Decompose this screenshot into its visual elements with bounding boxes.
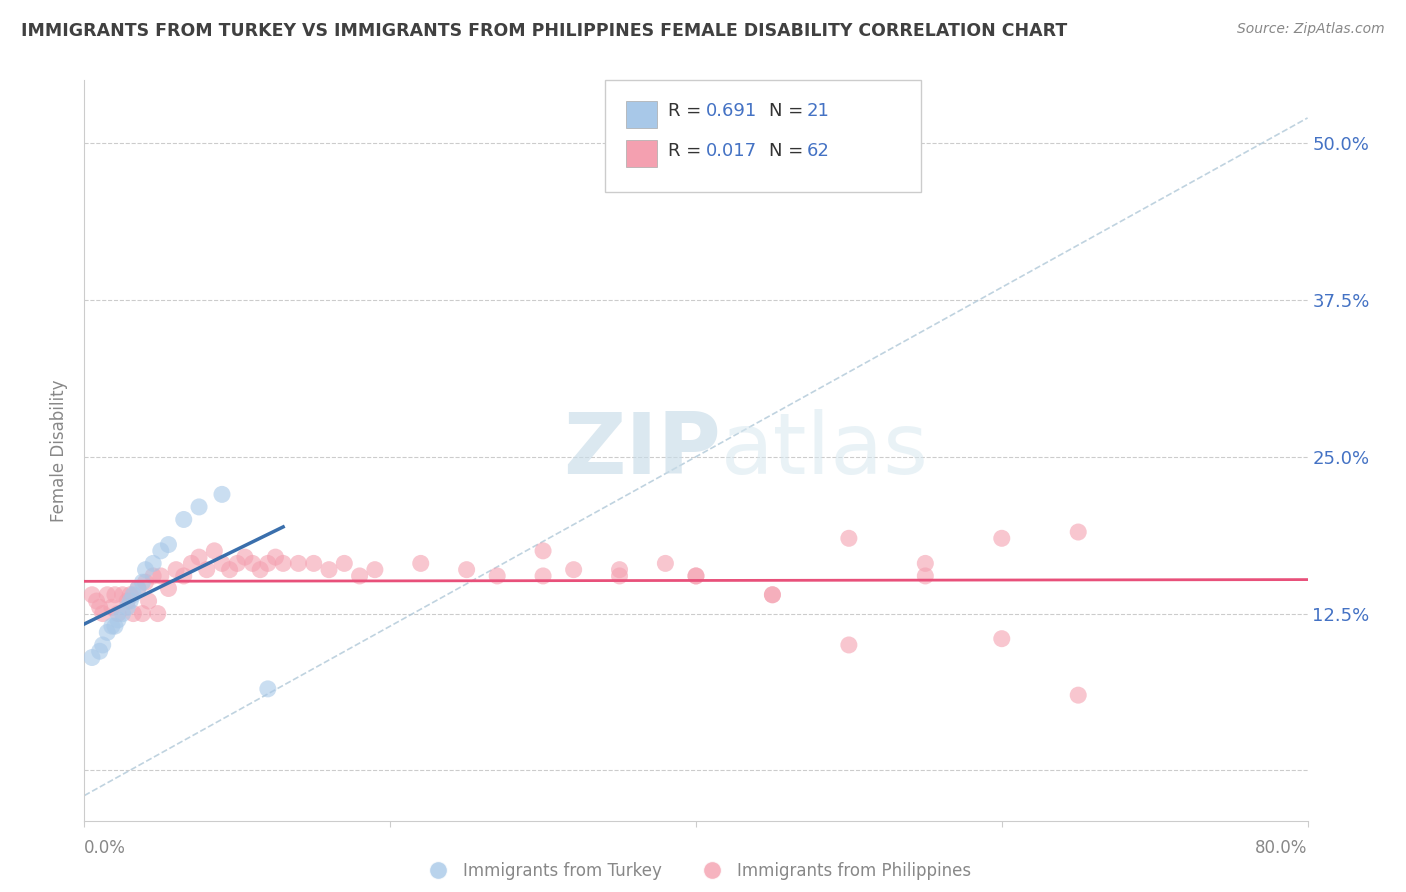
Point bbox=[142, 569, 165, 583]
Point bbox=[838, 638, 860, 652]
Point bbox=[302, 557, 325, 571]
Point bbox=[80, 588, 103, 602]
Point bbox=[364, 563, 387, 577]
Text: Source: ZipAtlas.com: Source: ZipAtlas.com bbox=[1237, 22, 1385, 37]
Point bbox=[131, 607, 153, 621]
Point bbox=[1067, 524, 1090, 539]
Text: 0.691: 0.691 bbox=[706, 103, 756, 120]
Point bbox=[211, 487, 233, 501]
Text: 21: 21 bbox=[807, 103, 830, 120]
Point bbox=[107, 613, 129, 627]
Text: R =: R = bbox=[668, 103, 707, 120]
Point bbox=[609, 563, 631, 577]
Point bbox=[96, 625, 118, 640]
Text: 62: 62 bbox=[807, 142, 830, 160]
Y-axis label: Female Disability: Female Disability bbox=[51, 379, 69, 522]
Point bbox=[173, 512, 195, 526]
Point bbox=[242, 557, 264, 571]
Point bbox=[211, 557, 233, 571]
Point bbox=[257, 681, 280, 696]
Point bbox=[157, 538, 180, 552]
Point bbox=[333, 557, 356, 571]
Point bbox=[318, 563, 340, 577]
Point bbox=[991, 531, 1014, 545]
Point bbox=[218, 563, 240, 577]
Point bbox=[149, 544, 172, 558]
Point bbox=[531, 544, 554, 558]
Point bbox=[91, 638, 114, 652]
Point bbox=[188, 550, 211, 565]
Point bbox=[264, 550, 287, 565]
Point bbox=[562, 563, 585, 577]
Point bbox=[80, 650, 103, 665]
Point bbox=[173, 569, 195, 583]
Point bbox=[120, 588, 142, 602]
Point bbox=[157, 582, 180, 596]
Point bbox=[89, 600, 111, 615]
Point bbox=[131, 575, 153, 590]
Text: 80.0%: 80.0% bbox=[1256, 839, 1308, 857]
Point bbox=[685, 569, 707, 583]
Point bbox=[838, 531, 860, 545]
Point bbox=[91, 607, 114, 621]
Point bbox=[685, 569, 707, 583]
Point bbox=[149, 569, 172, 583]
Point bbox=[761, 588, 783, 602]
Point bbox=[226, 557, 249, 571]
Text: 0.017: 0.017 bbox=[706, 142, 756, 160]
Point bbox=[104, 588, 127, 602]
Text: ZIP: ZIP bbox=[562, 409, 720, 492]
Point bbox=[271, 557, 294, 571]
Point bbox=[456, 563, 478, 577]
Text: IMMIGRANTS FROM TURKEY VS IMMIGRANTS FROM PHILIPPINES FEMALE DISABILITY CORRELAT: IMMIGRANTS FROM TURKEY VS IMMIGRANTS FRO… bbox=[21, 22, 1067, 40]
Point bbox=[761, 588, 783, 602]
Point bbox=[122, 607, 145, 621]
Point bbox=[111, 588, 134, 602]
Point bbox=[115, 600, 138, 615]
Text: N =: N = bbox=[769, 142, 808, 160]
Point bbox=[122, 588, 145, 602]
Point bbox=[195, 563, 218, 577]
Text: N =: N = bbox=[769, 103, 808, 120]
Point bbox=[146, 607, 169, 621]
Point bbox=[111, 607, 134, 621]
Point bbox=[249, 563, 271, 577]
Point bbox=[86, 594, 108, 608]
Point bbox=[1067, 688, 1090, 702]
Point bbox=[120, 594, 142, 608]
Point bbox=[127, 582, 149, 596]
Point bbox=[115, 594, 138, 608]
Point bbox=[409, 557, 432, 571]
Point bbox=[142, 557, 165, 571]
Point bbox=[654, 557, 676, 571]
Point bbox=[180, 557, 202, 571]
Point bbox=[101, 619, 124, 633]
Point bbox=[257, 557, 280, 571]
Point bbox=[138, 594, 160, 608]
Point bbox=[349, 569, 371, 583]
Point bbox=[89, 644, 111, 658]
Point bbox=[135, 563, 157, 577]
Point bbox=[101, 600, 124, 615]
Point bbox=[486, 569, 509, 583]
Point bbox=[914, 557, 936, 571]
Point bbox=[127, 582, 149, 596]
Point bbox=[104, 619, 127, 633]
Point bbox=[165, 563, 187, 577]
Text: 0.0%: 0.0% bbox=[84, 839, 127, 857]
Text: R =: R = bbox=[668, 142, 707, 160]
Point bbox=[531, 569, 554, 583]
Point bbox=[135, 575, 157, 590]
Point bbox=[609, 569, 631, 583]
Legend: Immigrants from Turkey, Immigrants from Philippines: Immigrants from Turkey, Immigrants from … bbox=[415, 855, 977, 887]
Point bbox=[233, 550, 256, 565]
Text: atlas: atlas bbox=[720, 409, 928, 492]
Point bbox=[107, 607, 129, 621]
Point bbox=[991, 632, 1014, 646]
Point bbox=[96, 588, 118, 602]
Point bbox=[202, 544, 225, 558]
Point bbox=[287, 557, 309, 571]
Point bbox=[914, 569, 936, 583]
Point bbox=[188, 500, 211, 514]
